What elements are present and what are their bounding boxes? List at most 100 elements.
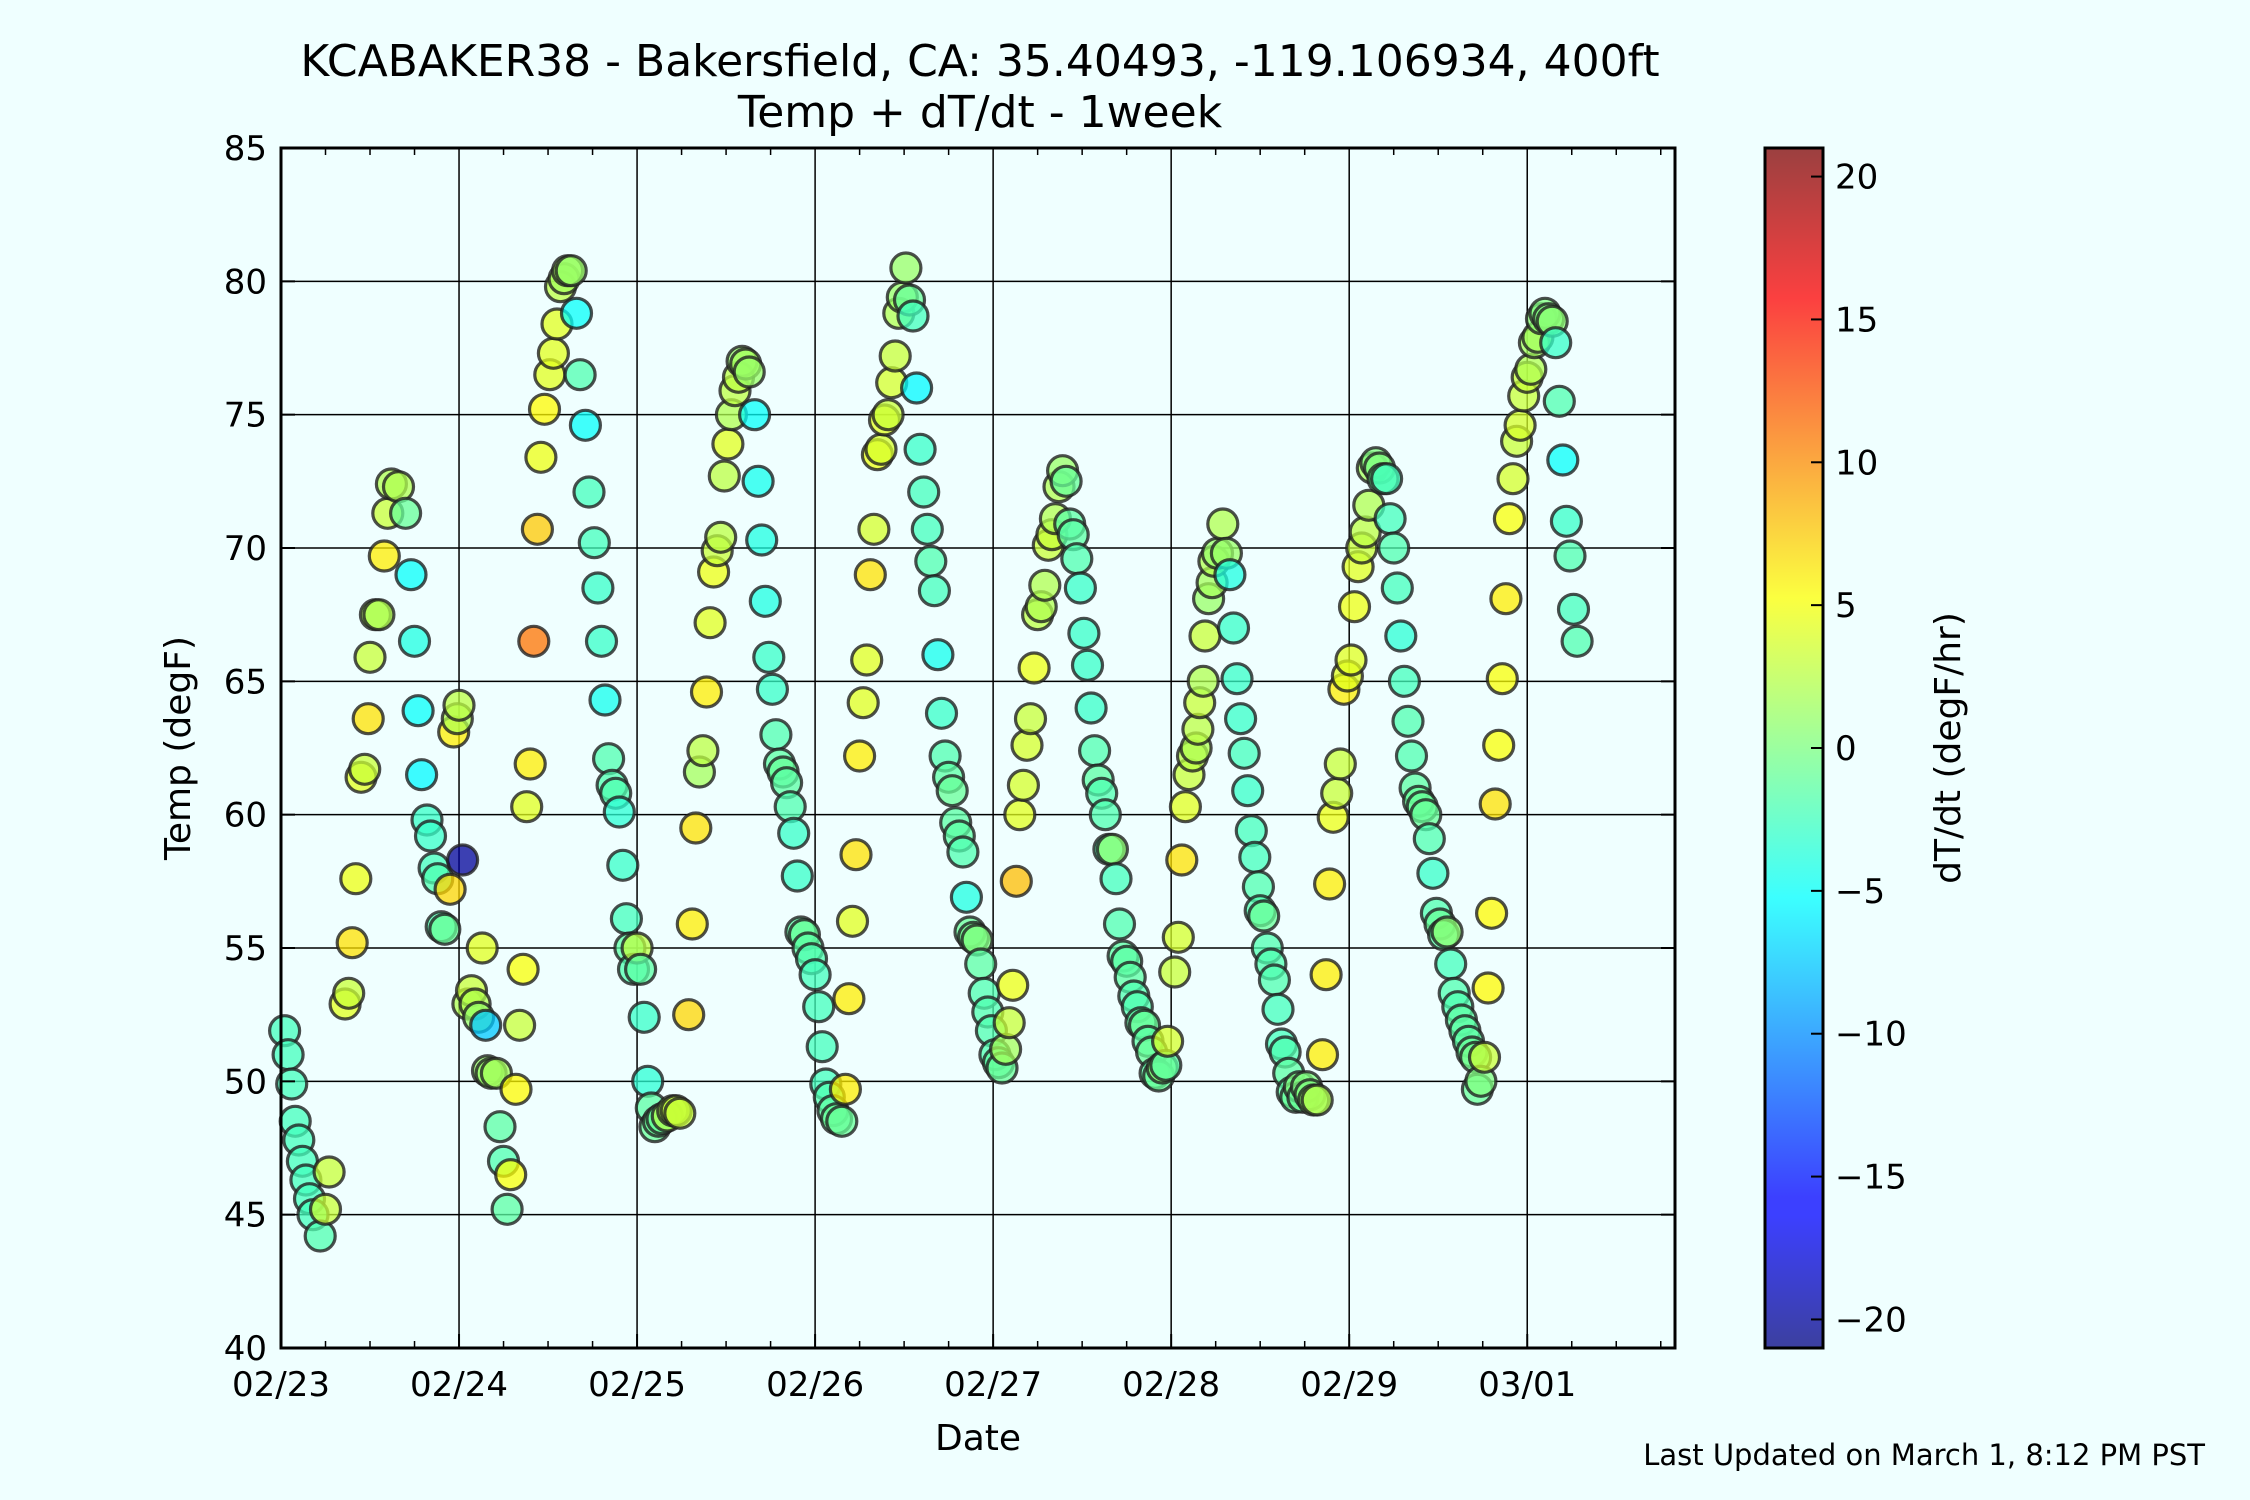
data-point [308,1192,343,1226]
chart-title-line1: KCABAKER38 - Bakersfield, CA: 35.40493, … [300,36,1659,87]
data-point [914,544,948,578]
data-point [362,598,396,632]
data-point [832,982,866,1016]
x-axis-label: Date [935,1418,1021,1459]
colorbar-tick-label: 20 [1835,158,1878,198]
data-point [1485,662,1519,696]
data-point [1158,955,1192,989]
y-tick-label: 55 [224,929,267,969]
data-point [871,398,905,432]
x-tick-label: 02/26 [766,1365,864,1405]
data-point [693,606,727,640]
data-point [1028,568,1062,602]
data-point [312,1155,346,1189]
data-point [707,459,741,493]
data-point [1482,728,1516,762]
data-point [704,520,738,554]
colorbar-tick-label: −5 [1835,872,1885,912]
data-points [268,251,1594,1253]
data-point [1063,571,1098,605]
y-tick-label: 70 [224,529,267,569]
data-point [689,675,724,709]
data-point [1556,592,1591,626]
data-point [1539,326,1573,360]
data-point [1095,832,1130,866]
data-point [1323,747,1357,781]
data-point [405,758,439,792]
data-point [1216,611,1251,645]
data-point [584,624,619,658]
data-point [889,251,923,285]
data-point [1300,1083,1334,1117]
data-point [1377,531,1411,565]
data-point [992,1006,1026,1040]
data-point [1003,798,1037,832]
data-point [446,843,480,877]
data-point [802,990,836,1024]
data-point [1074,691,1108,725]
data-point [1017,651,1051,685]
data-point [842,739,877,773]
data-point [878,339,912,373]
data-point [527,392,562,426]
data-point [1334,643,1368,677]
data-point [602,795,636,829]
data-point [917,574,952,608]
data-point [910,512,944,546]
data-point [271,1038,305,1072]
data-point [711,427,745,461]
y-tick-label: 60 [224,796,267,836]
data-point [502,1008,537,1042]
colorbar-tick-label: −10 [1835,1015,1907,1055]
data-point [490,1192,524,1226]
data-point [1150,1024,1185,1058]
data-point [627,1000,661,1034]
colorbar-tick-label: 0 [1835,729,1857,769]
data-point [825,1104,859,1138]
data-point [1384,619,1418,653]
data-point [835,904,870,938]
data-point [1165,843,1199,877]
data-point [465,931,499,965]
data-point [1478,787,1512,821]
data-point [1220,662,1254,696]
data-point [581,571,615,605]
data-point [755,672,790,706]
data-point [1067,616,1101,650]
data-point [1430,915,1464,949]
data-point [397,624,432,658]
data-point [1070,648,1105,682]
y-tick-label: 50 [224,1062,267,1102]
data-point [798,958,832,992]
x-tick-label: 02/27 [944,1365,1042,1405]
data-point [1186,664,1220,698]
y-tick-label: 85 [224,129,267,169]
data-point [1213,558,1247,592]
data-point [606,848,640,882]
data-point [367,539,401,573]
data-point [554,254,588,288]
data-point [741,464,775,498]
data-point [999,864,1033,898]
x-tick-label: 02/25 [588,1365,686,1405]
data-point [1088,798,1122,832]
data-point [748,584,782,618]
data-point [483,1110,517,1144]
data-point [732,355,766,389]
data-point [1489,582,1523,616]
data-point [394,558,428,592]
data-point [850,643,884,677]
data-point [275,1067,309,1101]
data-point [563,358,597,392]
data-point [1238,840,1272,874]
data-point [1060,542,1094,576]
data-point [1546,443,1580,477]
data-point [828,1072,863,1106]
data-point [348,752,382,786]
data-point [559,296,594,330]
data-point [1312,867,1347,901]
x-tick-label: 02/28 [1122,1365,1220,1405]
data-point [996,968,1030,1002]
data-point [1309,958,1343,992]
